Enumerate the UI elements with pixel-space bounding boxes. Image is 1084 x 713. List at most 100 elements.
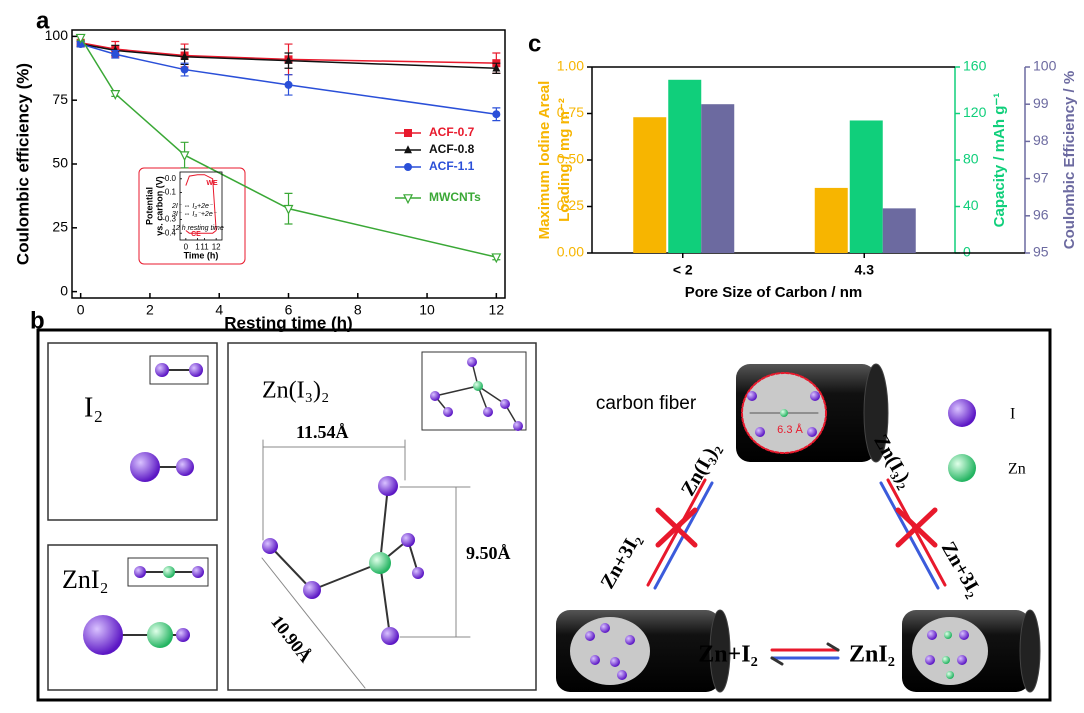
annotation: 2I⁻ ⇔ I₂+2e⁻ [171,203,214,210]
x-tick-label: 1 [195,242,200,251]
legend-label: ACF-0.7 [429,125,475,139]
marker [491,253,502,264]
marker [492,110,501,119]
bond [434,385,479,397]
y-tick-label: 97 [1033,169,1049,185]
x-tick-label: 12 [489,301,505,317]
y-tick-label: 98 [1033,132,1049,148]
dimension-line [261,557,366,689]
outer-frame [36,328,1052,702]
marker [284,55,293,64]
legend-label: ACF-1.1 [429,159,475,173]
y-tick-label: -0.4 [162,228,176,237]
y-tick-label: 80 [963,151,979,167]
box [421,351,527,431]
atom [807,427,817,437]
marker [110,90,121,100]
atom [130,452,160,482]
y-tick-label: 0.50 [557,151,584,167]
bond [311,562,381,591]
y-tick-label: 100 [45,27,69,43]
legend-label: I [1010,406,1015,423]
pore [570,617,650,685]
reaction-label: Zn+I₂ [698,642,758,668]
panel-label: a [36,7,50,34]
y-tick-label: 75 [52,91,68,107]
atom [412,567,424,579]
y-axis-label: Coulombic Efficiency / % [1061,71,1078,249]
marker [492,63,501,72]
bar [849,120,883,253]
marker [180,52,189,60]
y-tick-label: 100 [1033,58,1057,74]
x-tick-label: 0 [184,242,189,251]
box [47,342,218,521]
arrow [646,478,707,587]
marker [283,204,294,215]
atom [467,357,477,367]
atom [303,581,321,599]
box [127,557,209,587]
bar [668,79,702,253]
marker [179,151,190,162]
series-label: WE [206,180,218,187]
atom [430,391,440,401]
box [227,342,537,691]
bond [379,485,389,564]
bar [701,104,735,253]
label: Zn(I₃)₂ [262,378,329,404]
carbon-fiber [863,363,889,463]
atom [483,407,493,417]
atom [946,671,954,679]
y-tick-label: 1.00 [557,58,584,74]
atom [369,552,391,574]
y-tick-label: -0.1 [162,188,176,197]
y-tick-label: 0.00 [557,244,584,260]
bar [882,208,916,253]
marker [75,33,86,44]
legend-label: Zn [1008,461,1026,478]
pore-label: 6.3 Å [777,423,803,436]
atom [378,476,398,496]
dimension-label: 10.90Å [267,612,316,666]
y-tick-label: 50 [52,155,68,171]
marker [284,80,293,89]
atom [925,655,935,665]
atom [610,657,620,667]
x-tick-label: < 2 [673,262,693,278]
atom [810,391,820,401]
series-line [185,174,217,231]
atom [176,458,194,476]
x-tick-label: 0 [77,301,85,317]
series-line [185,230,217,234]
atom [942,656,950,664]
box [47,544,218,691]
x-tick-label: 11 [200,242,209,251]
atom [927,630,937,640]
dimension-line [261,439,471,689]
y-axis-label: Potential [144,187,154,225]
atom [381,627,399,645]
y-tick-label: -0.3 [162,215,176,224]
y-tick-label: 96 [1033,207,1049,223]
dimension-label: 11.54Å [296,422,349,442]
atom [401,533,415,547]
atom [585,631,595,641]
blocked-mark [895,507,938,548]
marker [404,145,412,154]
panel-label: c [528,30,541,57]
y-axis-label: Maximum Iodine Areal [536,81,553,240]
atom [147,622,173,648]
box [149,355,209,385]
atom [176,628,190,642]
reaction-label: Zn(I₃)₂ [677,439,725,500]
annotation: 12 h resting time [172,225,224,232]
dimension-label: 9.50Å [466,543,511,563]
atom [959,630,969,640]
atom [134,566,146,578]
atom [780,409,788,417]
atom [189,363,203,377]
marker [111,50,120,59]
atom [747,391,757,401]
